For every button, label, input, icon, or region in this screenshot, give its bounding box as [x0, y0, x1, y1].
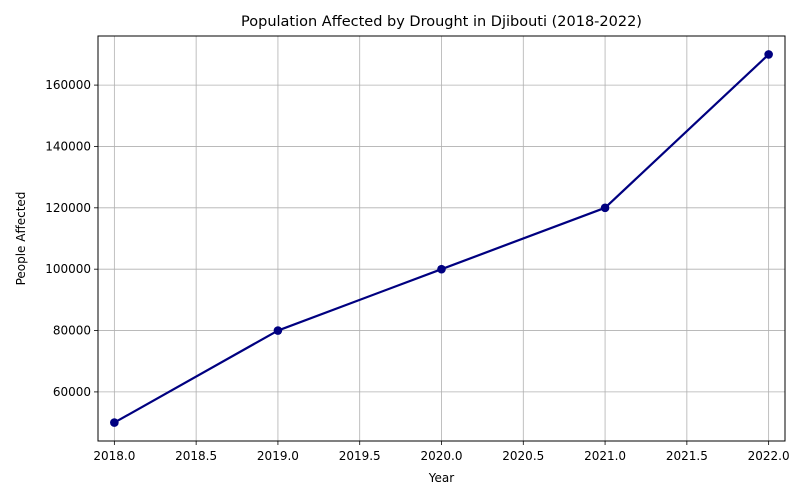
- data-point: [273, 326, 283, 335]
- x-tick-label: 2018.5: [175, 449, 217, 463]
- data-point: [764, 50, 773, 59]
- x-tick-label: 2018.0: [93, 449, 135, 463]
- y-tick-label: 140000: [45, 139, 91, 153]
- x-tick-label: 2019.0: [257, 449, 299, 463]
- x-tick-label: 2021.5: [666, 449, 708, 463]
- plot-frame: [97, 35, 786, 442]
- chart-title: Population Affected by Drought in Djibou…: [241, 14, 642, 30]
- y-tick-label: 60000: [53, 385, 91, 399]
- x-tick-label: 2020.0: [421, 449, 463, 463]
- axis-ticks: 2018.0 2018.5 2019.0 2019.5 2020.0 2020.5 2021…: [45, 78, 789, 463]
- x-axis-label: Year: [428, 471, 454, 485]
- x-tick-label: 2020.5: [502, 449, 544, 463]
- x-tick-label: 2019.5: [339, 449, 381, 463]
- y-tick-label: 80000: [53, 324, 91, 338]
- grid: [98, 36, 785, 441]
- data-point: [437, 264, 446, 274]
- x-tick-label: 2021.0: [584, 449, 626, 463]
- y-tick-label: 160000: [45, 78, 91, 92]
- y-axis-label: People Affected: [14, 192, 28, 286]
- series-layer: [110, 50, 773, 427]
- y-tick-label: 100000: [45, 262, 91, 276]
- x-tick-label: 2022.0: [748, 449, 790, 463]
- y-tick-label: 120000: [45, 201, 91, 215]
- data-point: [110, 418, 119, 427]
- data-point: [600, 203, 610, 213]
